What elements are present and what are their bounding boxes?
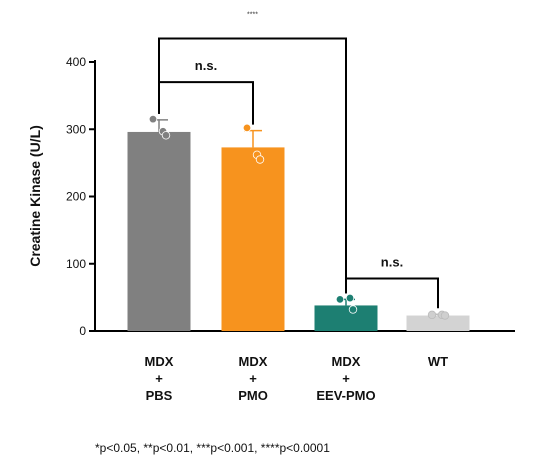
data-point	[148, 114, 158, 124]
significance-label: n.s.	[195, 58, 217, 73]
x-category-label: +	[249, 371, 257, 386]
significance-bracket	[158, 37, 347, 294]
data-point	[440, 311, 450, 320]
data-point	[345, 293, 355, 303]
data-point	[427, 310, 437, 320]
y-tick-label: 300	[66, 122, 86, 136]
plot-area: 0 100 200 300 400 MDX + PBS MDX + PMO MDX + EEV-PMO WT…	[66, 11, 515, 403]
x-category-label: +	[342, 371, 350, 386]
y-tick-label: 200	[66, 190, 86, 204]
y-axis-label: Creatine Kinase (U/L)	[27, 125, 43, 267]
bar	[127, 131, 191, 331]
x-category-label: EEV-PMO	[316, 388, 375, 403]
significance-bracket	[158, 81, 254, 125]
x-category-label: PBS	[146, 388, 173, 403]
data-point	[161, 131, 171, 140]
x-category-label: MDX	[332, 354, 361, 369]
x-category-label: PMO	[238, 388, 268, 403]
bar	[314, 305, 378, 331]
x-category-label: +	[155, 371, 163, 386]
data-point	[242, 123, 252, 133]
bar	[406, 315, 470, 331]
data-point	[335, 295, 345, 304]
y-tick-label: 100	[66, 257, 86, 271]
x-category-label: MDX	[145, 354, 174, 369]
x-category-label: MDX	[239, 354, 268, 369]
significance-bracket	[345, 277, 439, 309]
significance-label: ****	[247, 11, 258, 18]
significance-footnote: *p<0.05, **p<0.01, ***p<0.001, ****p<0.0…	[95, 441, 330, 455]
x-category-label: WT	[428, 354, 448, 369]
y-tick-label: 0	[79, 324, 86, 338]
data-point	[255, 155, 265, 164]
data-point	[348, 305, 358, 314]
significance-label: n.s.	[381, 255, 403, 270]
bar	[221, 147, 285, 331]
y-tick-label: 400	[66, 55, 86, 69]
